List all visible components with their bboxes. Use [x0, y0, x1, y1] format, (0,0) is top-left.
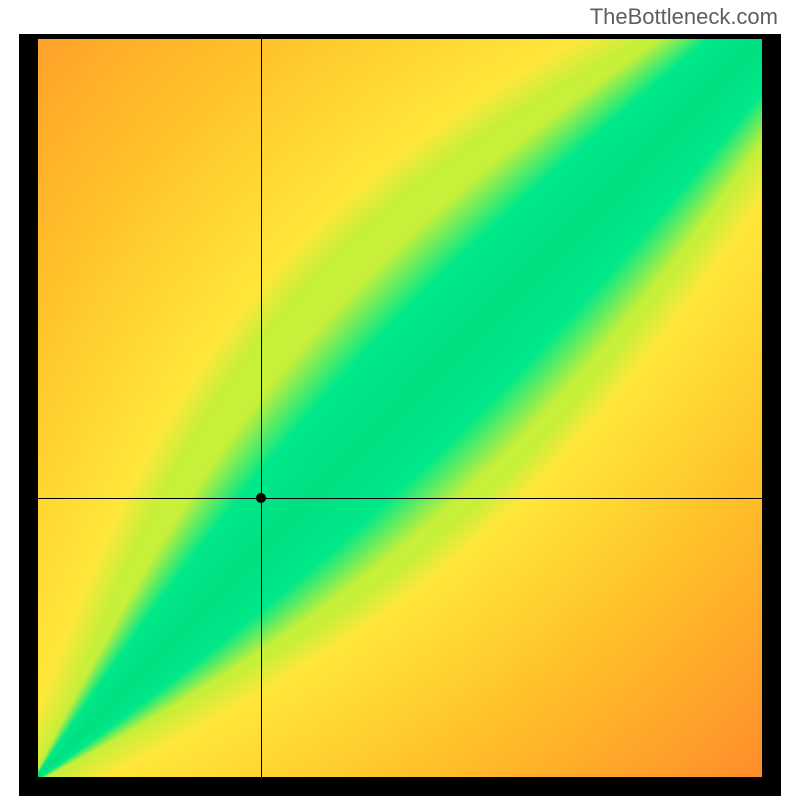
crosshair-vertical — [261, 39, 262, 777]
crosshair-horizontal — [38, 498, 762, 499]
plot-border — [19, 34, 781, 796]
crosshair-dot — [256, 493, 266, 503]
plot-area — [38, 39, 762, 777]
watermark-text: TheBottleneck.com — [590, 4, 778, 30]
heatmap-canvas — [38, 39, 762, 777]
